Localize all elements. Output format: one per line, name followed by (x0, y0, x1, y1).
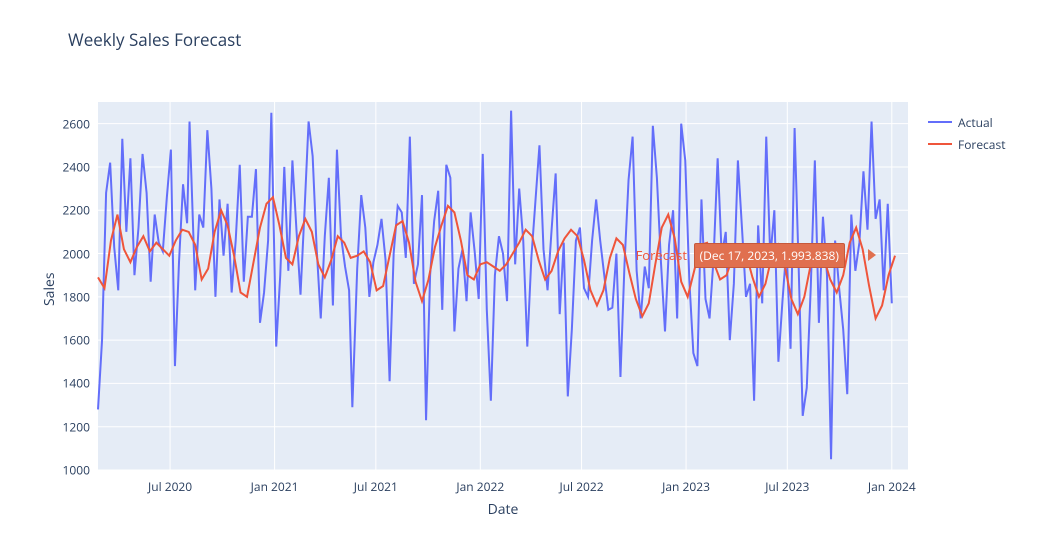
y-axis-title: Sales (40, 272, 59, 306)
y-tick-label: 2000 (50, 245, 90, 262)
x-tick-label: Jul 2021 (354, 478, 398, 495)
x-tick-label: Jul 2022 (559, 478, 603, 495)
x-tick-label: Jan 2022 (456, 478, 504, 495)
x-tick-label: Jul 2020 (148, 478, 192, 495)
chart-container: Weekly Sales Forecast 100012001400160018… (0, 0, 1054, 540)
y-tick-label: 1400 (50, 375, 90, 392)
x-tick-label: Jul 2023 (765, 478, 809, 495)
y-tick-label: 1200 (50, 418, 90, 435)
legend-item-forecast[interactable]: Forecast (928, 134, 1005, 154)
x-tick-label: Jan 2024 (868, 478, 916, 495)
x-axis-title: Date (488, 500, 519, 519)
legend-swatch (928, 121, 952, 123)
y-tick-label: 2400 (50, 158, 90, 175)
x-tick-label: Jan 2023 (662, 478, 710, 495)
chart-title: Weekly Sales Forecast (68, 28, 241, 51)
series-svg (98, 102, 908, 470)
y-tick-label: 1600 (50, 332, 90, 349)
legend-swatch (928, 143, 952, 145)
y-tick-label: 1000 (50, 462, 90, 479)
series-line-actual[interactable] (98, 111, 892, 460)
y-tick-label: 2600 (50, 115, 90, 132)
tooltip-box: (Dec 17, 2023, 1.993.838) (694, 243, 845, 268)
tooltip-series-label: Forecast (636, 246, 687, 264)
legend-item-actual[interactable]: Actual (928, 112, 1005, 132)
x-tick-label: Jan 2021 (251, 478, 299, 495)
tooltip-arrow (868, 249, 876, 261)
y-tick-label: 2200 (50, 202, 90, 219)
legend: Actual Forecast (928, 112, 1005, 156)
legend-label: Actual (958, 114, 993, 131)
legend-label: Forecast (958, 136, 1005, 153)
